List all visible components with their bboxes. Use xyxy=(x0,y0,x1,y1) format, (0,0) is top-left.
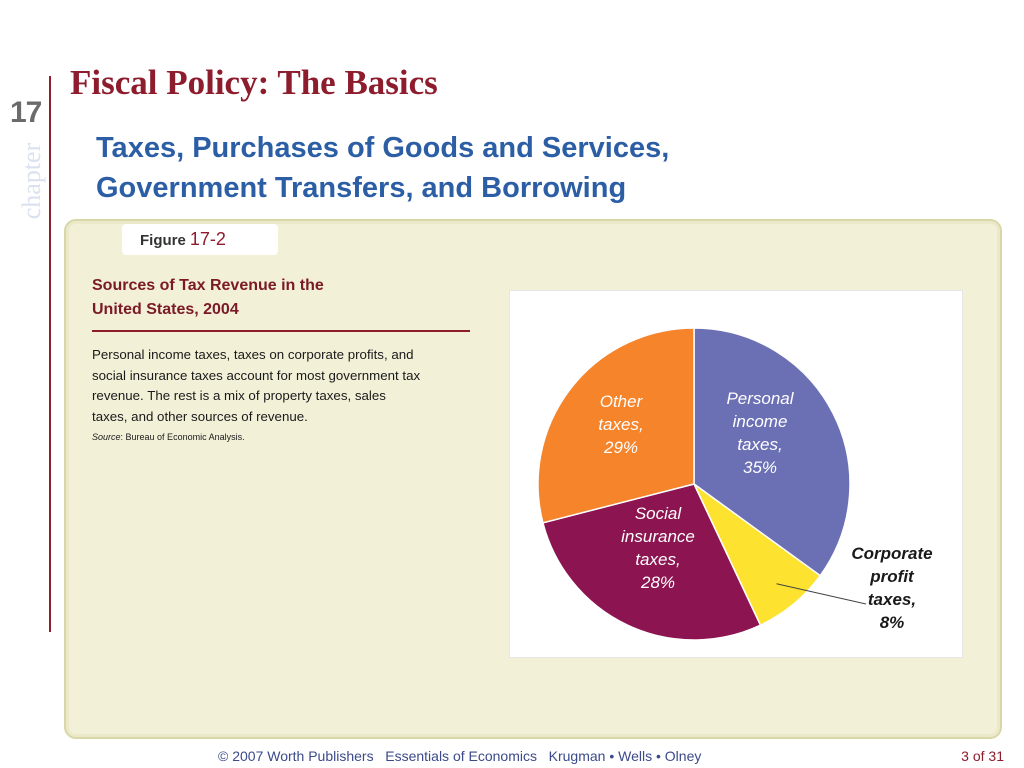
pie-chart: Personal income taxes, 35% Corporate profit ta… xyxy=(537,327,933,641)
slice-label-line: insurance xyxy=(621,527,695,546)
caption-line: taxes, and other sources of revenue. xyxy=(92,408,308,424)
slice-label-line: taxes, xyxy=(598,415,643,434)
caption-line: Personal income taxes, taxes on corporat… xyxy=(92,347,414,362)
figure-source: Source: Bureau of Economic Analysis. xyxy=(92,432,245,442)
figure-label-number: 17-2 xyxy=(189,229,226,249)
slice-label: Corporate profit taxes, 8% xyxy=(851,544,932,632)
chapter-divider-line xyxy=(49,76,51,632)
slice-label-line: profit xyxy=(869,567,915,586)
chapter-number: 17 xyxy=(10,96,42,129)
slice-label-line: taxes, xyxy=(737,435,782,454)
slide-title: Fiscal Policy: The Basics xyxy=(70,63,438,102)
footer-credits: © 2007 Worth Publishers Essentials of Ec… xyxy=(218,748,702,764)
figure-heading-line: Sources of Tax Revenue in the xyxy=(92,277,324,294)
slice-label-line: 28% xyxy=(640,573,675,592)
pie-slice xyxy=(537,327,695,524)
slice-label: Personal income taxes, 35% xyxy=(726,389,794,477)
pie-slice xyxy=(693,327,851,577)
source-text: : Bureau of Economic Analysis. xyxy=(120,432,245,442)
slide-subtitle: Taxes, Purchases of Goods and Services, … xyxy=(96,128,669,208)
slice-label-line: 29% xyxy=(603,438,638,457)
source-label: Source xyxy=(92,432,121,442)
slice-label-line: Social xyxy=(635,504,683,523)
slice-label-line: Corporate xyxy=(851,544,932,563)
caption-line: social insurance taxes account for most … xyxy=(92,367,421,383)
figure-heading-rule xyxy=(92,330,470,332)
slice-label-line: Personal xyxy=(726,389,794,408)
caption-line: revenue. The rest is a mix of property t… xyxy=(92,388,386,403)
slice-label-line: Other xyxy=(600,392,644,411)
page-number: 3 of 31 xyxy=(961,748,1004,764)
slice-label: Other taxes, 29% xyxy=(598,392,643,457)
pie-slice xyxy=(541,483,762,641)
figure-heading-line: United States, 2004 xyxy=(92,301,239,318)
figure-label: Figure 17-2 xyxy=(122,224,278,255)
slice-label-line: income xyxy=(733,412,788,431)
chapter-watermark: chapter xyxy=(17,142,46,220)
figure-panel: Figure 17-2 Sources of Tax Revenue in the… xyxy=(64,219,1002,739)
figure-heading: Sources of Tax Revenue in the United Sta… xyxy=(92,274,472,322)
slice-label-line: 35% xyxy=(743,458,777,477)
subtitle-line: Government Transfers, and Borrowing xyxy=(96,172,627,204)
slice-label-line: 8% xyxy=(880,613,905,632)
subtitle-line: Taxes, Purchases of Goods and Services, xyxy=(96,132,670,164)
figure-caption: Personal income taxes, taxes on corporat… xyxy=(92,345,482,427)
pie-chart-container: Personal income taxes, 35% Corporate profit ta… xyxy=(509,290,963,658)
slice-label-line: taxes, xyxy=(868,590,916,609)
leader-line xyxy=(776,583,867,605)
figure-label-word: Figure xyxy=(140,232,186,249)
slice-label: Social insurance taxes, 28% xyxy=(621,504,695,592)
slice-label-line: taxes, xyxy=(635,550,680,569)
